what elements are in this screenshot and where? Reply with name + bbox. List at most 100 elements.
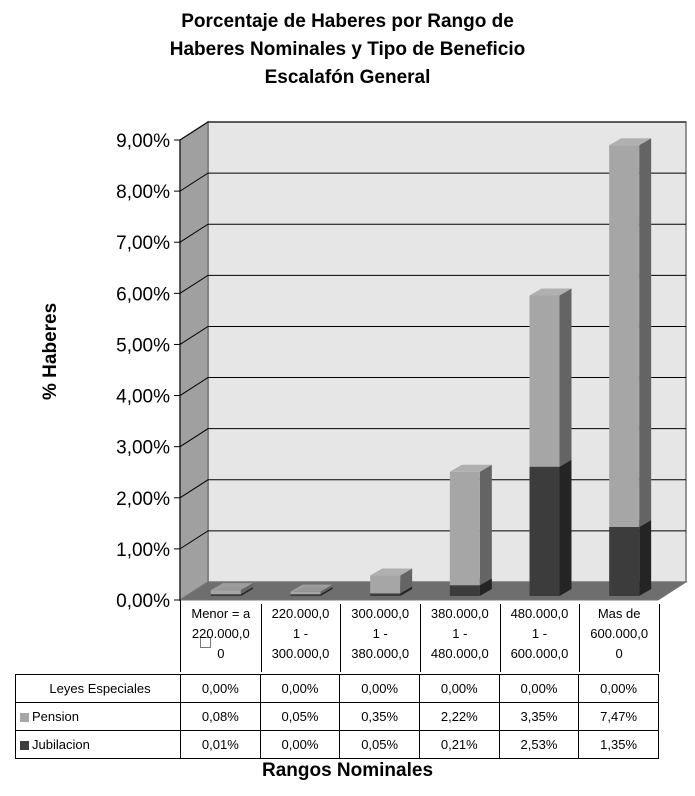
bar-side — [240, 587, 253, 596]
category-label-line: 380.000,0 — [351, 646, 410, 661]
table-row: Pension 0,08% 0,05% 0,35% 2,22% 3,35% 7,47% — [15, 702, 659, 731]
category-label-line: 1 - — [452, 626, 468, 641]
category-label-line: 300.000,0 — [271, 646, 330, 661]
gridline — [179, 172, 686, 192]
bar-top — [290, 584, 333, 592]
bar-side — [240, 583, 253, 595]
gridline — [179, 274, 686, 294]
table-cell: 0,21% — [418, 730, 500, 759]
category-label-line: 600.000,0 — [590, 626, 649, 641]
category-label: 300.000,0 1 - 380.000,0 — [340, 604, 421, 672]
table-row: Leyes Especiales 0,00% 0,00% 0,00% 0,00% 0,00… — [15, 674, 659, 703]
gridline — [179, 479, 686, 499]
gridline — [179, 325, 686, 345]
y-tick-label: 5,00% — [116, 335, 170, 356]
category-label-line: 0 — [217, 646, 225, 661]
category-label-line: 0 — [615, 646, 623, 661]
table-cell: 0,35% — [339, 702, 420, 731]
legend-swatch — [20, 713, 29, 723]
bar-side — [400, 586, 413, 596]
bar-segment — [529, 295, 560, 467]
category-label-line: Mas de — [597, 606, 641, 621]
chart-title-line-2: Haberes Nominales y Tipo de Beneficio — [169, 39, 526, 60]
category-header-row: Menor = a 220.000,0 0 220.000,0 1 -300.000,0… — [180, 600, 660, 672]
y-tick-label: 2,00% — [116, 489, 170, 510]
table-cell: 0,00% — [259, 730, 341, 759]
bar-side — [400, 568, 413, 594]
table-cell: 2,22% — [418, 702, 500, 731]
table-cell: 0,00% — [498, 674, 580, 703]
table-cell: 0,08% — [180, 702, 261, 731]
y-tick-label: 4,00% — [116, 387, 170, 408]
y-tick-label: 7,00% — [116, 233, 170, 254]
bar-side — [559, 288, 572, 467]
table-cell: 2,53% — [498, 730, 580, 759]
y-tick-label: 3,00% — [116, 438, 170, 459]
table-cell: 0,00% — [339, 674, 420, 703]
category-label-line: 1 - — [292, 626, 309, 641]
y-tick-label: 8,00% — [116, 182, 170, 203]
category-label: 380.000,0 1 - 480.000,0 — [420, 604, 501, 672]
y-tick-label: 1,00% — [116, 540, 170, 561]
table-cell: 1,35% — [578, 730, 659, 759]
bar-top — [529, 288, 572, 296]
category-label-line: 1 - — [531, 626, 548, 641]
table-cell: 0,00% — [259, 674, 341, 703]
bar-top — [609, 138, 652, 146]
bar-segment — [370, 593, 401, 596]
bar-segment — [290, 591, 321, 595]
table-cell: 3,35% — [498, 702, 580, 731]
category-label-line: 600.000,0 — [510, 646, 569, 661]
table-cell: 0,01% — [180, 730, 261, 759]
data-table: Leyes Especiales 0,00% 0,00% 0,00% 0,00% 0,00… — [15, 674, 659, 759]
side-wall — [179, 120, 209, 602]
table-cell: 0,00% — [418, 674, 500, 703]
gridline — [179, 530, 686, 550]
bar-side — [320, 584, 333, 595]
category-label-line: 300.000,0 — [351, 606, 410, 621]
gridline — [179, 121, 686, 141]
chart-title-line-1: Porcentaje de Haberes por Rango de — [181, 11, 514, 32]
table-cell: 0,00% — [180, 674, 261, 703]
bar-segment — [370, 575, 401, 594]
category-label-line: Menor = a — [191, 606, 251, 621]
bar-segment — [609, 145, 640, 527]
gridline — [179, 428, 686, 448]
bar-side — [479, 464, 492, 586]
series-name: Leyes Especiales — [15, 674, 181, 703]
bar-side — [479, 578, 492, 596]
gridline — [179, 223, 686, 243]
category-label-line: 480.000,0 — [510, 606, 569, 621]
category-label-line: 220.000,0 — [271, 606, 330, 621]
category-label-line: 480.000,0 — [430, 646, 489, 661]
bar-top — [370, 568, 413, 576]
category-label: Mas de 600.000,0 0 — [579, 604, 660, 672]
x-axis-label: Rangos Nominales — [261, 760, 434, 781]
y-tick-label: 9,00% — [116, 131, 170, 152]
category-label: 220.000,0 1 - 300.000,0 — [261, 604, 342, 672]
y-axis-label: % Haberes — [40, 302, 61, 400]
bar-side — [559, 459, 572, 596]
table-row: Jubilacion 0,01% 0,00% 0,05% 0,21% 2,53% 1,35% — [15, 730, 659, 759]
bar-segment — [210, 590, 241, 595]
chart-title: Porcentaje de Haberes por Rango de Haber… — [0, 8, 695, 92]
chart-title-line-3: Escalafón General — [264, 67, 431, 88]
category-label-line: 380.000,0 — [430, 606, 489, 621]
category-label-line: 1 - — [372, 626, 388, 641]
bar-segment — [449, 585, 480, 596]
category-label: Menor = a 220.000,0 0 — [181, 604, 262, 672]
bar-top — [210, 583, 253, 591]
bar-segment — [529, 466, 560, 596]
bar-side — [320, 587, 333, 596]
table-cell: 7,47% — [578, 702, 659, 731]
y-tick-label: 6,00% — [116, 284, 170, 305]
table-cell: 0,05% — [259, 702, 341, 731]
table-cell: 0,00% — [578, 674, 659, 703]
gridline — [179, 377, 686, 396]
series-name: Pension — [15, 702, 181, 731]
bar-segment — [290, 594, 321, 596]
bar-segment — [210, 594, 241, 596]
y-tick-label: 0,00% — [116, 591, 170, 612]
category-label: 480.000,0 1 - 600.000,0 — [500, 604, 581, 672]
